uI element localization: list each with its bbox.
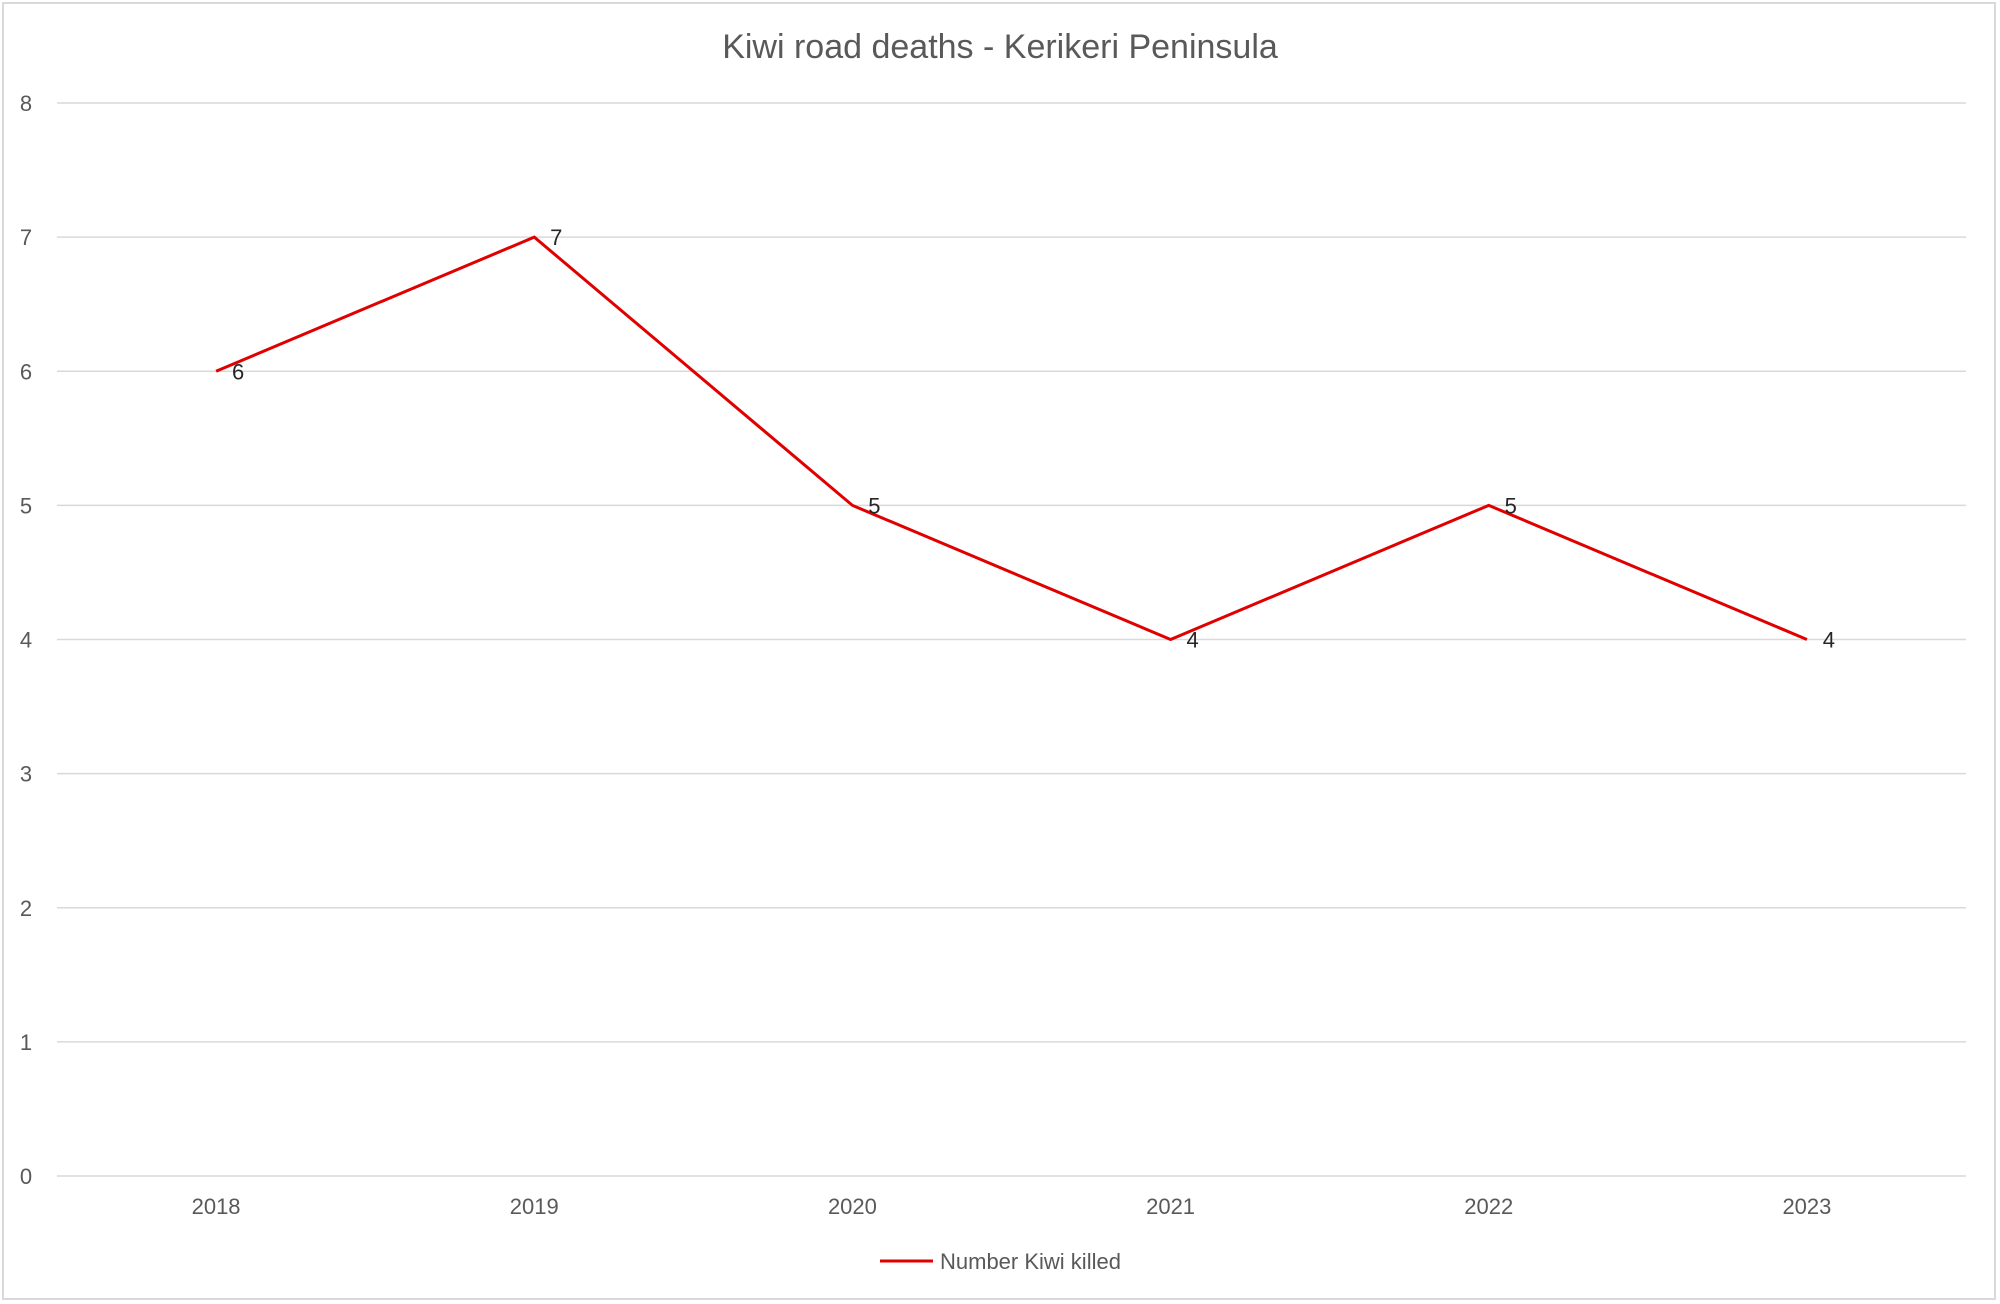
x-tick-label-2021: 2021 — [1146, 1194, 1195, 1219]
series-line-0 — [215, 235, 1808, 642]
series-lines — [215, 235, 1808, 642]
legend-label: Number Kiwi killed — [940, 1249, 1121, 1274]
data-label-2021: 4 — [1186, 628, 1198, 653]
y-tick-label-1: 1 — [20, 1030, 32, 1055]
y-tick-label-7: 7 — [20, 225, 32, 250]
legend: Number Kiwi killed — [880, 1249, 1121, 1274]
gridlines — [57, 102, 1966, 1177]
data-label-2023: 4 — [1823, 628, 1835, 653]
data-label-2022: 5 — [1505, 493, 1517, 518]
data-label-2018: 6 — [232, 359, 244, 384]
data-label-2020: 5 — [868, 493, 880, 518]
y-tick-label-2: 2 — [20, 896, 32, 921]
x-tick-label-2023: 2023 — [1782, 1194, 1831, 1219]
data-label-2019: 7 — [550, 225, 562, 250]
y-tick-label-6: 6 — [20, 359, 32, 384]
x-tick-label-2020: 2020 — [828, 1194, 877, 1219]
y-tick-label-3: 3 — [20, 762, 32, 787]
x-tick-label-2022: 2022 — [1464, 1194, 1513, 1219]
y-axis-tick-labels: 0 1 2 3 4 5 6 7 8 — [20, 91, 32, 1189]
y-tick-label-4: 4 — [20, 628, 32, 653]
x-tick-label-2019: 2019 — [510, 1194, 559, 1219]
chart-title: Kiwi road deaths - Kerikeri Peninsula — [722, 28, 1278, 66]
y-tick-label-8: 8 — [20, 91, 32, 116]
x-axis-tick-labels: 2018 2019 2020 2021 2022 2023 — [192, 1194, 1832, 1219]
y-tick-label-0: 0 — [20, 1164, 32, 1189]
x-tick-label-2018: 2018 — [192, 1194, 241, 1219]
y-tick-label-5: 5 — [20, 493, 32, 518]
data-labels: 6 7 5 4 5 4 — [232, 225, 1835, 652]
